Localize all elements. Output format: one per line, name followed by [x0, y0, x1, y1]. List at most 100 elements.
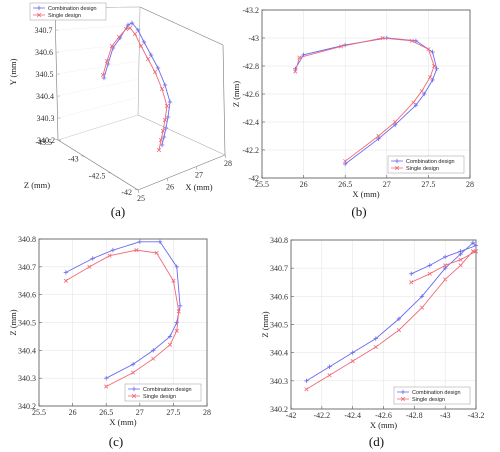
x-tick-label: 26	[300, 180, 308, 189]
data-point-1-d	[427, 75, 433, 80]
data-point-1-d	[297, 55, 302, 60]
tick-z	[54, 138, 59, 141]
data-point-1-d	[152, 69, 158, 75]
data-point-1-d	[380, 35, 385, 41]
y-tick-label: 340.2	[37, 136, 55, 145]
data-point-1-d	[409, 280, 414, 285]
data-point-1-d	[127, 25, 133, 31]
y-tick-label: 340.7	[18, 263, 36, 272]
data-point-1-d	[443, 277, 448, 282]
data-point-1-d	[162, 117, 168, 123]
box-edge	[139, 6, 224, 46]
grid-y	[56, 60, 140, 75]
grid-y	[55, 24, 140, 31]
data-point-1-d	[159, 86, 165, 92]
x-tick-label: -43.2	[468, 411, 485, 420]
y-tick-label: -43.2	[242, 6, 259, 15]
y-tick-label: -42.2	[242, 146, 259, 155]
y-tick-label: 340.7	[35, 26, 53, 35]
panel-0: 340.2340.3340.4340.5340.6340.7340.8-43.5…	[8, 2, 232, 219]
x-tick-label: 28	[224, 159, 232, 168]
x-tick-label: 25	[137, 194, 145, 203]
x-tick-label: 27	[383, 180, 391, 189]
panel-3: -42 -42.2 -42.4 -42.6 -42.8 -43 -43.2 340.2 340.…	[260, 236, 484, 449]
panel-label: (a)	[111, 204, 125, 219]
x-tick-label: 26	[69, 408, 77, 417]
x-tick-label: -42	[286, 411, 297, 420]
x-tick-label: 26.5	[338, 180, 352, 189]
data-point-1-d	[123, 26, 129, 32]
data-point-1-d	[134, 248, 139, 253]
y-tick-label: 340.6	[270, 292, 288, 301]
data-point-1-d	[338, 44, 344, 49]
tick-z	[108, 172, 112, 174]
x-tick-label: 27	[195, 171, 203, 180]
data-point-1-d	[443, 263, 448, 268]
box-edge	[137, 154, 226, 191]
x-tick-label: 28	[466, 180, 474, 189]
tick-x	[137, 189, 140, 194]
data-point-1-d	[327, 373, 332, 378]
data-point-1-d	[304, 387, 309, 392]
y-tick-label: 340.2	[18, 402, 36, 411]
data-point-1-d	[116, 34, 122, 40]
y-tick-label: 340.5	[36, 70, 54, 79]
grid-y	[57, 114, 139, 141]
data-point-1-d	[104, 384, 109, 389]
data-point-1-d	[373, 344, 378, 350]
y-tick-label: -43	[248, 34, 259, 43]
x-axis-label: X (mm)	[185, 182, 212, 192]
box-edge	[222, 44, 226, 156]
y-tick-label: -42.6	[242, 90, 259, 99]
y-tick-label: -42.4	[242, 118, 259, 127]
data-point-1-d	[470, 249, 475, 254]
y-tick-label: 340.8	[18, 235, 36, 244]
data-point-1-d	[132, 31, 138, 37]
box-edge	[57, 139, 139, 191]
x-tick-label: -43	[440, 411, 451, 420]
legend-marker-1-d	[131, 393, 137, 399]
y-tick-label: 340.2	[270, 405, 288, 414]
y-tick-label: -42.8	[242, 62, 259, 71]
plot-border	[261, 9, 471, 179]
x-axis-label: X (mm)	[109, 417, 136, 427]
tick-x	[224, 154, 227, 159]
data-point-1-d	[107, 253, 112, 258]
data-point-1-d	[100, 72, 106, 78]
x-tick-label: 26.5	[99, 408, 113, 417]
data-point-1-d	[396, 328, 401, 333]
data-point-1-d	[419, 305, 425, 310]
legend-entry-0: Combination design	[143, 387, 192, 393]
x-tick-label: 27	[136, 408, 144, 417]
x-tick-label: -42.4	[344, 411, 361, 420]
z-tick-label: -42	[121, 188, 132, 197]
x-tick-label: 27.5	[166, 408, 180, 417]
data-point-1-d	[104, 58, 110, 64]
data-point-1-d	[87, 264, 92, 269]
y-tick-label: 340.3	[18, 374, 36, 383]
legend-marker-1-d	[394, 165, 400, 171]
panel-label: (c)	[109, 434, 123, 449]
y-tick-label: 340.4	[270, 349, 288, 358]
y-tick-label: 340.6	[35, 48, 53, 57]
data-point-1-d	[151, 356, 156, 361]
panel-label: (d)	[369, 434, 384, 449]
y-tick-label: 340.5	[270, 321, 288, 330]
y-tick-label: 340.4	[18, 346, 36, 355]
data-point-1-d	[458, 263, 463, 268]
y-tick-label: -42	[248, 174, 259, 183]
z-tick-label: -43.5	[35, 138, 52, 147]
data-point-1-d	[138, 43, 144, 49]
grid-y	[55, 42, 140, 53]
series-line-1	[306, 250, 477, 390]
y-tick-label: 340.6	[18, 291, 36, 300]
series-line-0	[306, 242, 477, 382]
x-tick-label: -42.2	[313, 411, 330, 420]
legend-box	[29, 2, 107, 21]
data-point-1-d	[409, 38, 414, 43]
data-point-1-d	[63, 278, 68, 283]
data-point-1-d	[293, 69, 298, 74]
plot-border	[290, 239, 477, 410]
z-tick-label: -42.5	[89, 171, 106, 180]
legend-box	[124, 383, 202, 402]
